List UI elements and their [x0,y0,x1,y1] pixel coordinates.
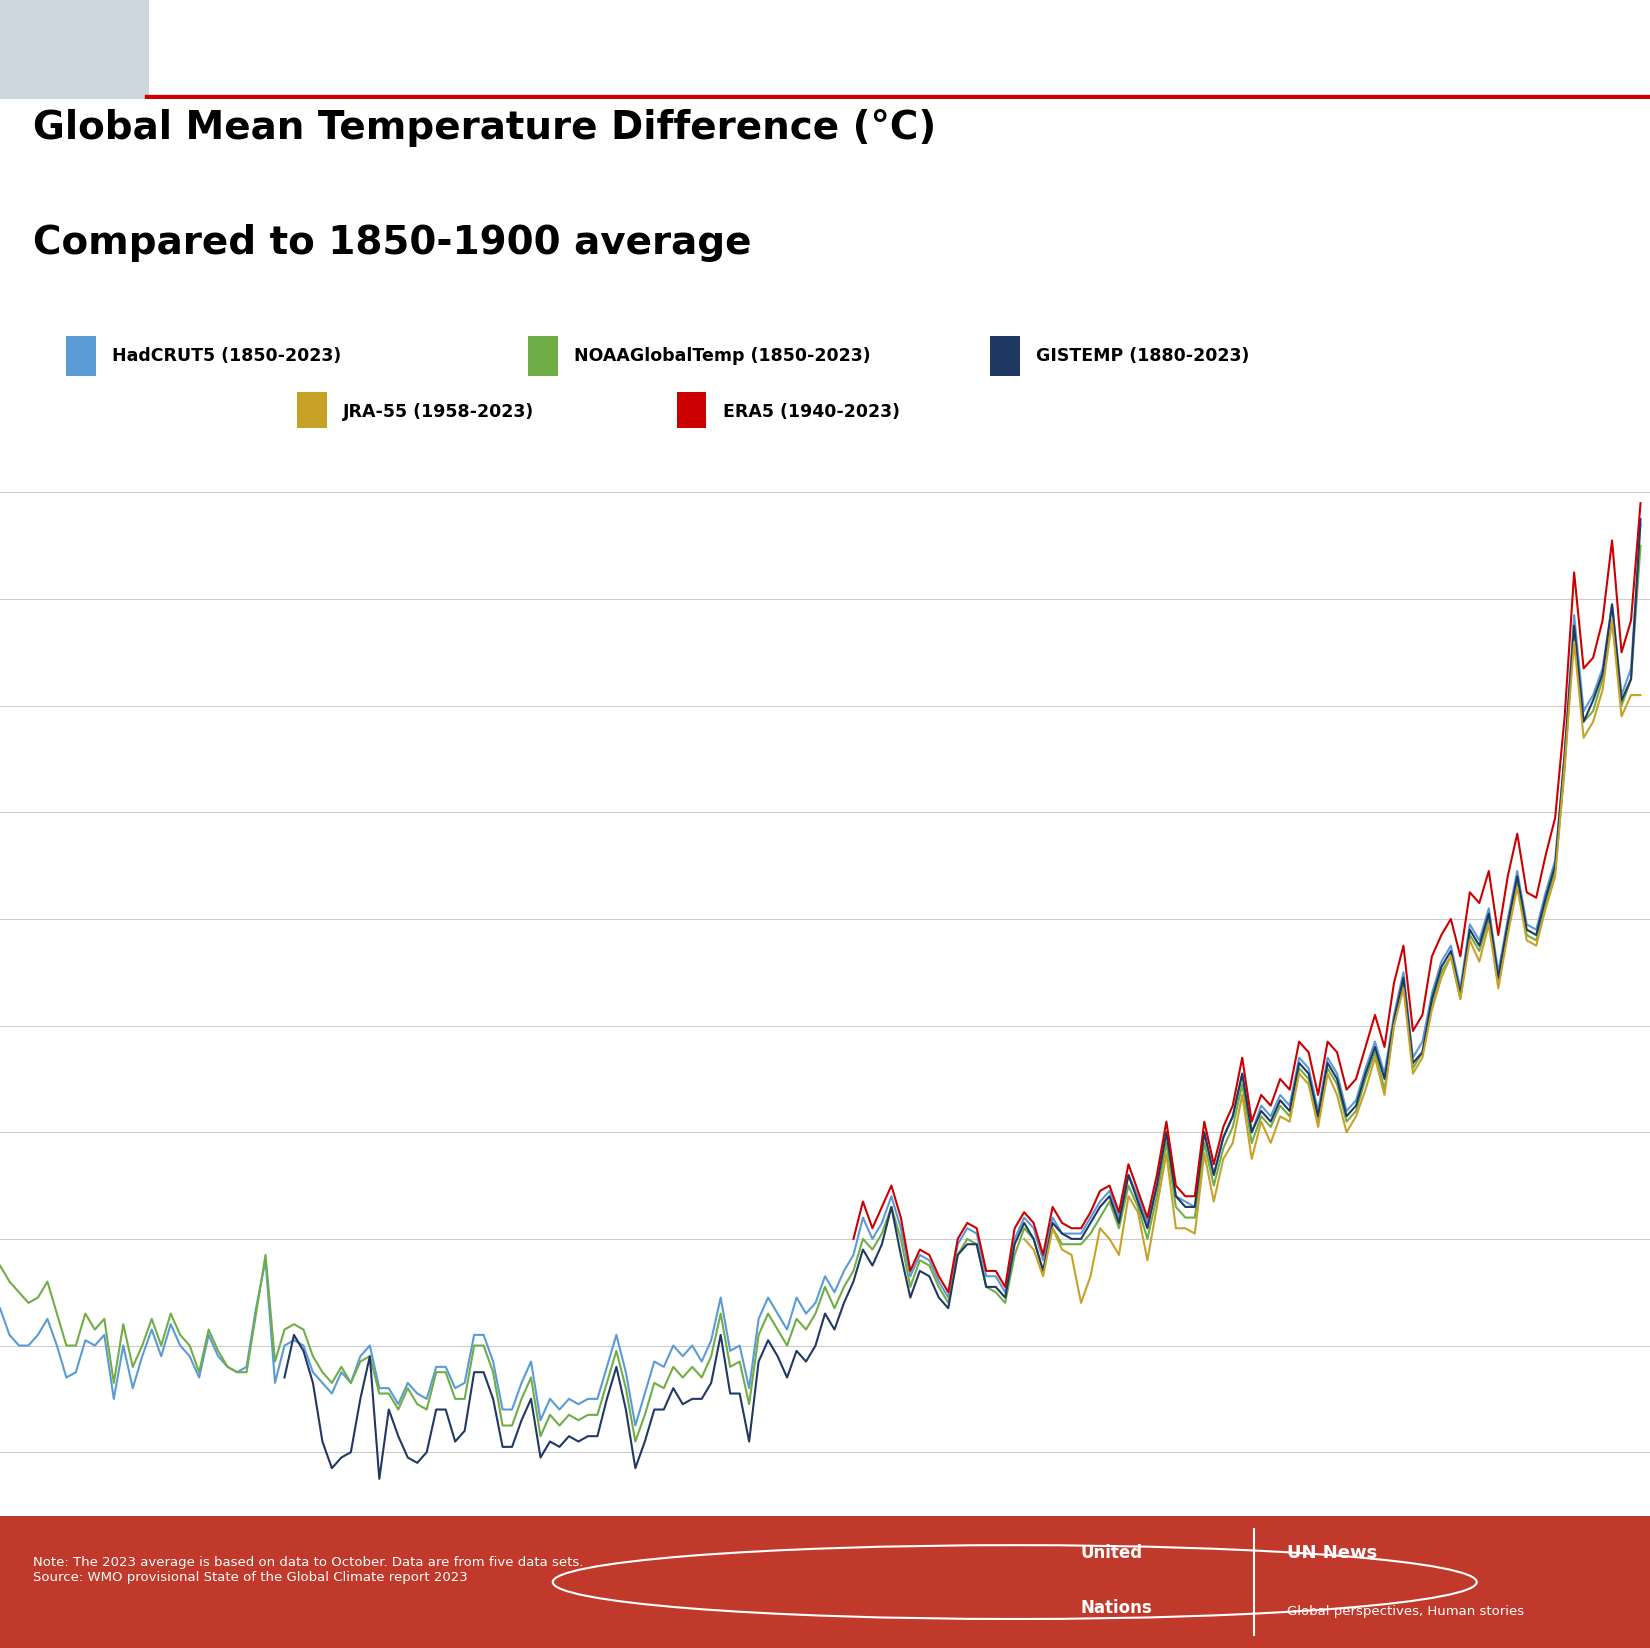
Bar [0,0,148,99]
Text: Nations: Nations [1081,1600,1152,1617]
Bar [0,0,148,99]
Text: Global perspectives, Human stories: Global perspectives, Human stories [1287,1605,1525,1618]
Text: Note: The 2023 average is based on data to October. Data are from five data sets: Note: The 2023 average is based on data … [33,1556,584,1584]
Text: Compared to 1850-1900 average: Compared to 1850-1900 average [33,224,751,262]
Bar [528,336,558,376]
Bar [990,336,1020,376]
Text: ERA5 (1940-2023): ERA5 (1940-2023) [723,404,899,420]
Text: United: United [1081,1544,1143,1562]
Text: GISTEMP (1880-2023): GISTEMP (1880-2023) [1036,348,1249,364]
Bar [297,392,327,432]
Text: Global Mean Temperature Difference (°C): Global Mean Temperature Difference (°C) [33,109,936,147]
Bar [676,392,706,432]
Bar [66,336,96,376]
Text: HadCRUT5 (1850-2023): HadCRUT5 (1850-2023) [112,348,342,364]
Text: NOAAGlobalTemp (1850-2023): NOAAGlobalTemp (1850-2023) [574,348,871,364]
Text: JRA-55 (1958-2023): JRA-55 (1958-2023) [343,404,535,420]
Text: UN News: UN News [1287,1544,1378,1562]
